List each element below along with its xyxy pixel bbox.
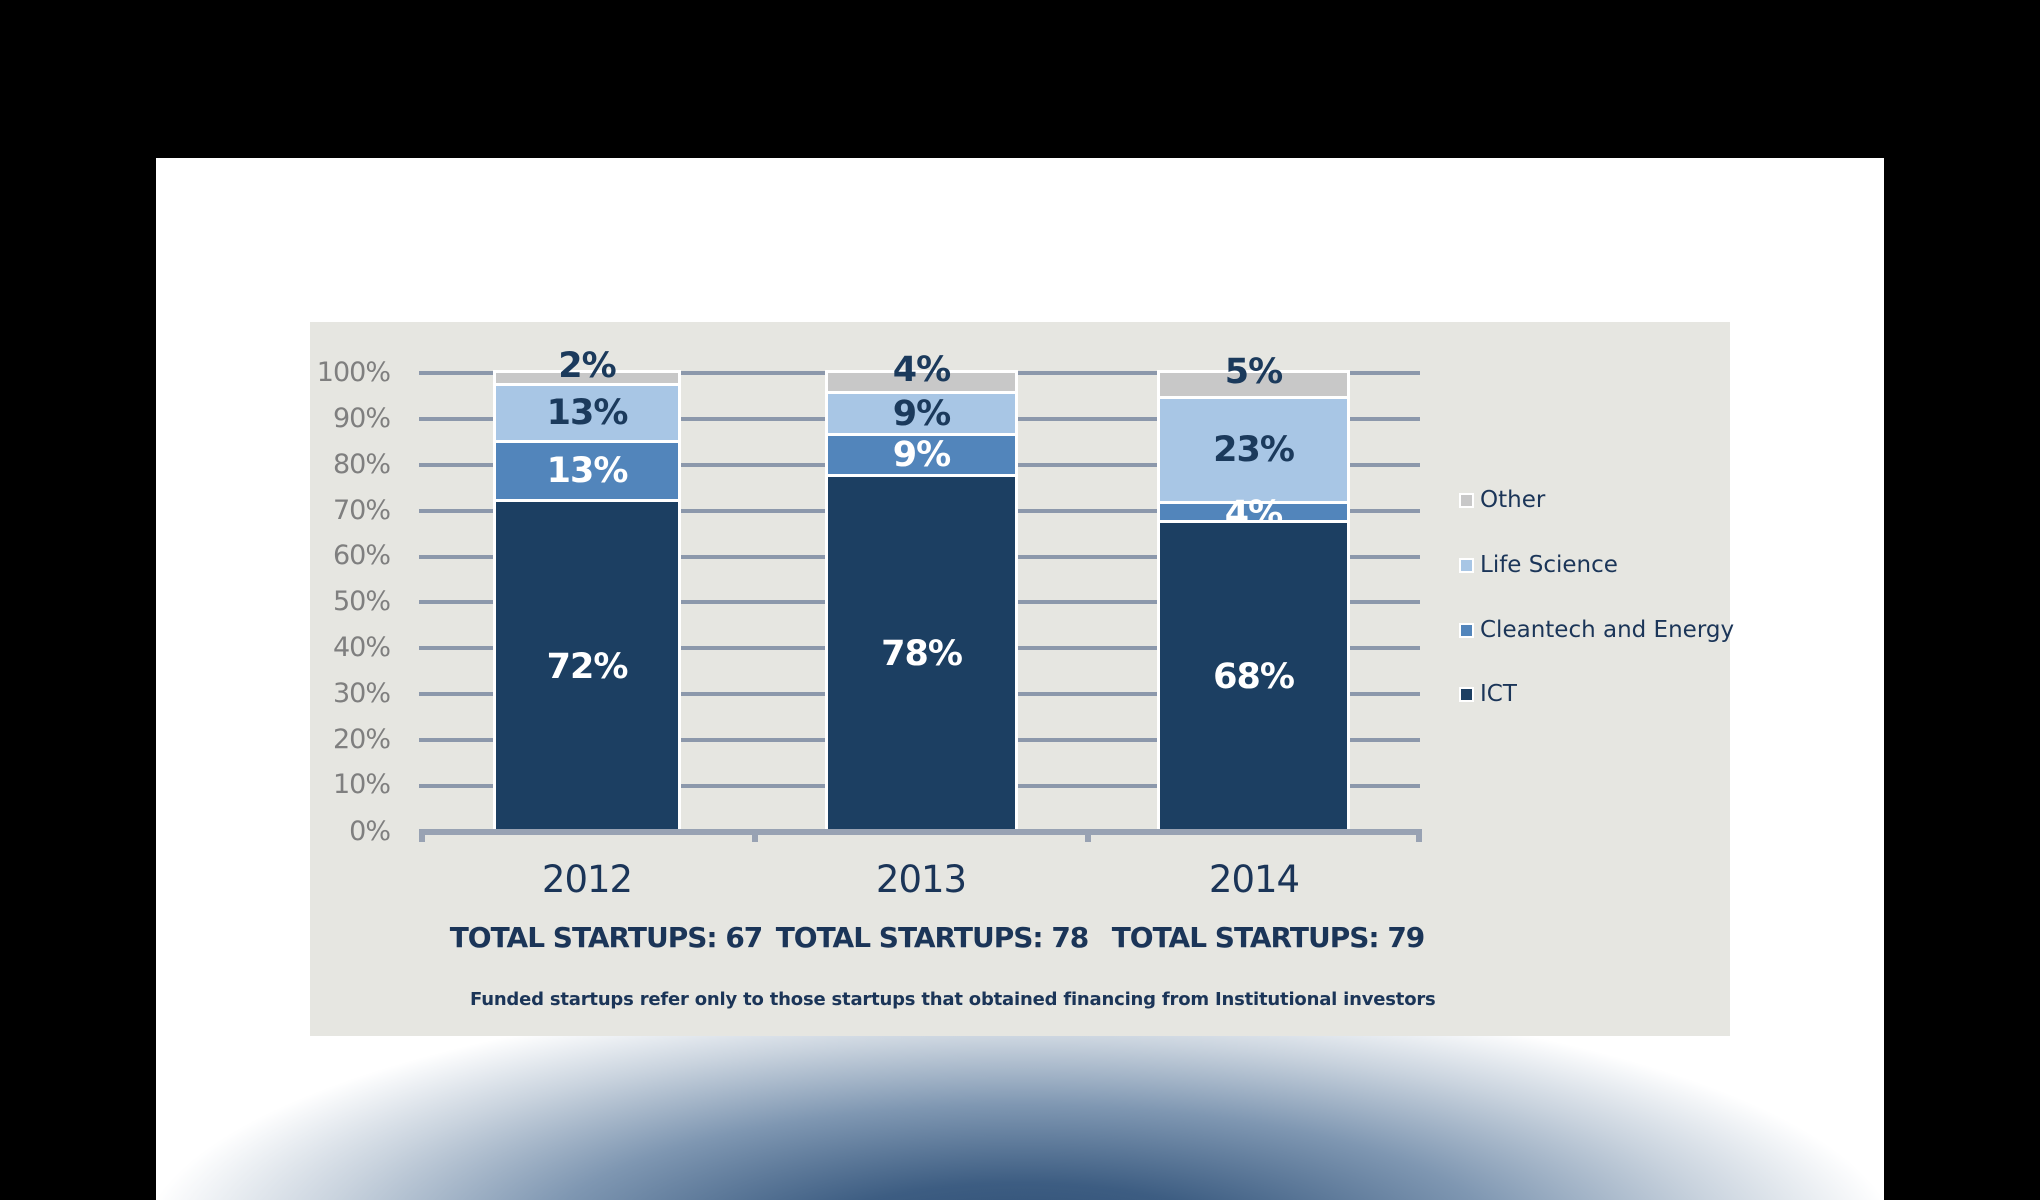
segment-cleantech: 13% xyxy=(493,440,681,502)
y-tick-label: 90% xyxy=(332,403,391,434)
segment-value-label: 9% xyxy=(892,393,951,434)
segment-value-label: 23% xyxy=(1213,430,1295,470)
x-axis-tick xyxy=(1416,829,1422,842)
legend-item-ict: ICT xyxy=(1459,679,1517,709)
total-startups-2013: TOTAL STARTUPS: 78 xyxy=(775,921,1090,954)
legend-swatch-icon xyxy=(1459,492,1474,508)
segment-life-science: 9% xyxy=(825,391,1018,436)
segment-ict: 68% xyxy=(1157,520,1350,834)
legend-item-cleantech: Cleantech and Energy xyxy=(1459,615,1734,645)
y-tick-label: 60% xyxy=(332,540,391,571)
legend-swatch-icon xyxy=(1459,557,1474,573)
legend-item-other: Other xyxy=(1459,485,1545,515)
segment-life-science: 23% xyxy=(1157,396,1350,504)
legend-item-life-science: Life Science xyxy=(1459,550,1618,580)
x-axis-tick xyxy=(1085,829,1091,842)
segment-value-label-other: 4% xyxy=(892,350,951,390)
y-tick-label: 10% xyxy=(332,769,391,800)
segment-value-label: 13% xyxy=(546,451,629,491)
segment-value-label: 68% xyxy=(1213,657,1295,697)
y-tick-label: 80% xyxy=(332,449,391,480)
bar-2012: 13% 13% 72% 2% xyxy=(493,348,681,834)
x-axis-tick xyxy=(419,829,425,842)
x-category-label-2014: 2014 xyxy=(1208,858,1300,901)
x-category-label-2012: 2012 xyxy=(541,858,633,901)
segment-life-science: 13% xyxy=(493,383,681,443)
legend-swatch-icon xyxy=(1459,622,1474,638)
y-tick-label: 50% xyxy=(332,586,391,617)
bar-2014: 23% 4% 68% 5% xyxy=(1157,354,1350,834)
segment-value-label: 78% xyxy=(881,634,963,674)
y-tick-label: 40% xyxy=(332,632,391,663)
segment-value-label: 72% xyxy=(546,646,629,687)
y-tick-label: 100% xyxy=(316,357,391,388)
legend-label: Cleantech and Energy xyxy=(1480,617,1735,643)
legend-label: ICT xyxy=(1480,681,1517,707)
x-axis-tick xyxy=(752,829,758,842)
segment-value-label-other: 5% xyxy=(1224,352,1283,392)
y-tick-label: 20% xyxy=(332,724,391,755)
segment-ict: 72% xyxy=(493,499,681,834)
bar-2013: 9% 9% 78% 4% xyxy=(825,352,1018,834)
legend-swatch-icon xyxy=(1459,686,1474,702)
segment-value-label: 9% xyxy=(892,435,951,475)
y-tick-label: 70% xyxy=(332,495,391,526)
legend-label: Other xyxy=(1480,487,1546,513)
segment-value-label-other: 2% xyxy=(558,346,616,386)
x-category-label-2013: 2013 xyxy=(875,858,967,901)
total-startups-2014: TOTAL STARTUPS: 79 xyxy=(1111,921,1426,954)
chart-footnote: Funded startups refer only to those star… xyxy=(470,989,1436,1010)
segment-ict: 78% xyxy=(825,474,1018,834)
total-startups-2012: TOTAL STARTUPS: 67 xyxy=(449,921,764,954)
y-tick-label: 30% xyxy=(332,678,391,709)
x-axis-line xyxy=(419,829,1422,835)
segment-value-label: 13% xyxy=(546,393,629,433)
legend-label: Life Science xyxy=(1480,552,1618,578)
y-tick-label: 0% xyxy=(349,816,391,847)
segment-cleantech: 9% xyxy=(825,433,1018,477)
